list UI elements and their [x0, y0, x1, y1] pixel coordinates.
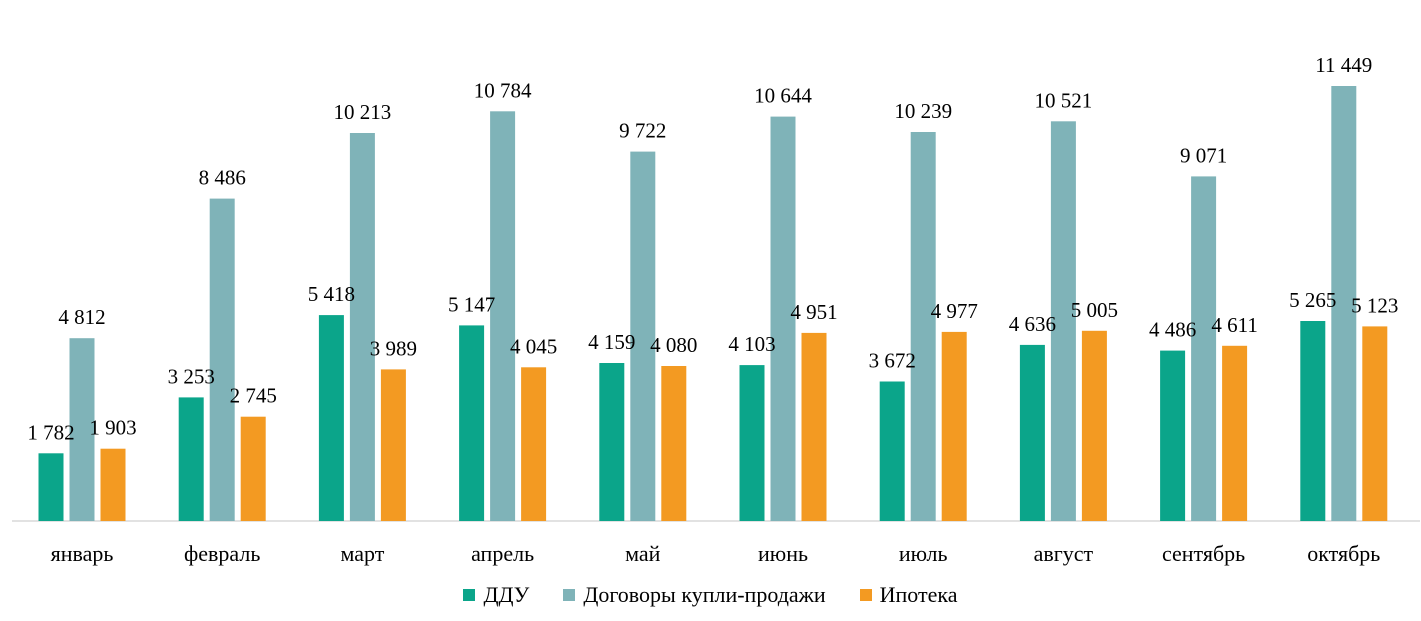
x-tick-label-6: июль: [899, 541, 948, 566]
x-tick-label-7: август: [1034, 541, 1094, 566]
value-label-mortgage-0: 1 903: [89, 416, 136, 440]
value-label-mortgage-4: 4 080: [650, 333, 697, 357]
bar-contracts-1: [209, 198, 235, 521]
bar-mortgage-4: [661, 366, 687, 521]
bar-contracts-9: [1331, 86, 1357, 521]
x-tick-label-0: январь: [51, 541, 114, 566]
bar-ddu-9: [1300, 321, 1326, 521]
value-label-contracts-3: 10 784: [474, 78, 532, 102]
bar-contracts-5: [770, 116, 796, 521]
bar-mortgage-8: [1222, 345, 1248, 521]
x-tick-label-1: февраль: [184, 541, 260, 566]
value-label-ddu-9: 5 265: [1289, 288, 1336, 312]
bar-contracts-2: [349, 133, 375, 521]
bar-mortgage-9: [1362, 326, 1388, 521]
value-label-contracts-0: 4 812: [58, 305, 105, 329]
value-label-ddu-4: 4 159: [588, 330, 635, 354]
bar-ddu-0: [38, 453, 64, 521]
x-tick-label-9: октябрь: [1307, 541, 1380, 566]
bar-ddu-2: [318, 315, 344, 521]
value-label-contracts-4: 9 722: [619, 119, 666, 143]
value-label-mortgage-6: 4 977: [931, 299, 978, 323]
bar-mortgage-5: [801, 332, 827, 521]
value-label-contracts-2: 10 213: [334, 100, 392, 124]
bars-group: [38, 86, 1388, 522]
x-tick-label-8: сентябрь: [1162, 541, 1245, 566]
value-label-mortgage-9: 5 123: [1351, 293, 1398, 317]
bar-mortgage-0: [100, 448, 126, 521]
bar-ddu-7: [1019, 344, 1045, 521]
value-label-contracts-1: 8 486: [199, 166, 246, 190]
value-label-contracts-9: 11 449: [1315, 53, 1372, 77]
legend-swatch-mortgage: [859, 589, 872, 601]
legend-swatch-contracts: [563, 589, 576, 601]
bar-mortgage-2: [380, 369, 406, 521]
value-label-mortgage-2: 3 989: [370, 336, 417, 360]
bar-contracts-0: [69, 338, 95, 521]
value-label-contracts-5: 10 644: [754, 84, 812, 108]
value-label-contracts-6: 10 239: [894, 99, 952, 123]
value-label-ddu-5: 4 103: [728, 332, 775, 356]
bar-mortgage-6: [941, 331, 967, 521]
legend-item-contracts: Договоры купли-продажи: [563, 582, 826, 608]
bar-ddu-4: [599, 363, 625, 521]
bar-ddu-6: [879, 381, 905, 521]
x-tick-label-5: июнь: [758, 541, 808, 566]
value-label-ddu-7: 4 636: [1009, 312, 1056, 336]
value-label-ddu-2: 5 418: [308, 282, 355, 306]
x-tick-label-4: май: [625, 541, 661, 566]
value-label-ddu-3: 5 147: [448, 292, 495, 316]
bar-contracts-8: [1191, 176, 1217, 521]
bar-contracts-3: [490, 111, 516, 522]
value-label-mortgage-7: 5 005: [1071, 298, 1118, 322]
legend-item-ddu: ДДУ: [463, 582, 529, 608]
legend-label-mortgage: Ипотека: [879, 582, 958, 607]
bar-mortgage-1: [240, 416, 266, 521]
bar-contracts-6: [910, 132, 936, 521]
legend-item-mortgage: Ипотека: [859, 582, 958, 608]
legend-swatch-ddu: [463, 589, 476, 601]
value-label-contracts-7: 10 521: [1035, 88, 1093, 112]
x-tick-label-3: апрель: [471, 541, 534, 566]
value-label-mortgage-1: 2 745: [230, 384, 277, 408]
bar-ddu-8: [1160, 350, 1186, 521]
bar-ddu-1: [178, 397, 204, 521]
bar-ddu-5: [739, 365, 765, 521]
value-label-mortgage-8: 4 611: [1211, 313, 1257, 337]
bar-mortgage-7: [1081, 330, 1107, 521]
value-label-contracts-8: 9 071: [1180, 143, 1227, 167]
value-label-ddu-6: 3 672: [869, 349, 916, 373]
value-label-mortgage-3: 4 045: [510, 334, 557, 358]
bar-ddu-3: [459, 325, 485, 521]
bar-mortgage-3: [521, 367, 547, 521]
legend-label-ddu: ДДУ: [483, 582, 530, 607]
value-label-mortgage-5: 4 951: [790, 300, 837, 324]
bar-contracts-4: [630, 151, 656, 521]
x-tick-labels-group: январь февраль март апрель май июнь июль август…: [51, 541, 1381, 566]
value-label-ddu-8: 4 486: [1149, 318, 1196, 342]
bar-contracts-7: [1050, 121, 1076, 522]
legend: ДДУ Договоры купли-продажи Ипотека: [0, 582, 1421, 608]
value-label-ddu-0: 1 782: [27, 420, 74, 444]
legend-label-contracts: Договоры купли-продажи: [583, 582, 826, 607]
value-label-ddu-1: 3 253: [168, 364, 215, 388]
value-labels-group: 1 782 4 812 1 903 3 253 8 486 2 745 5 418 10 21…: [27, 53, 1398, 444]
x-tick-label-2: март: [340, 541, 384, 566]
